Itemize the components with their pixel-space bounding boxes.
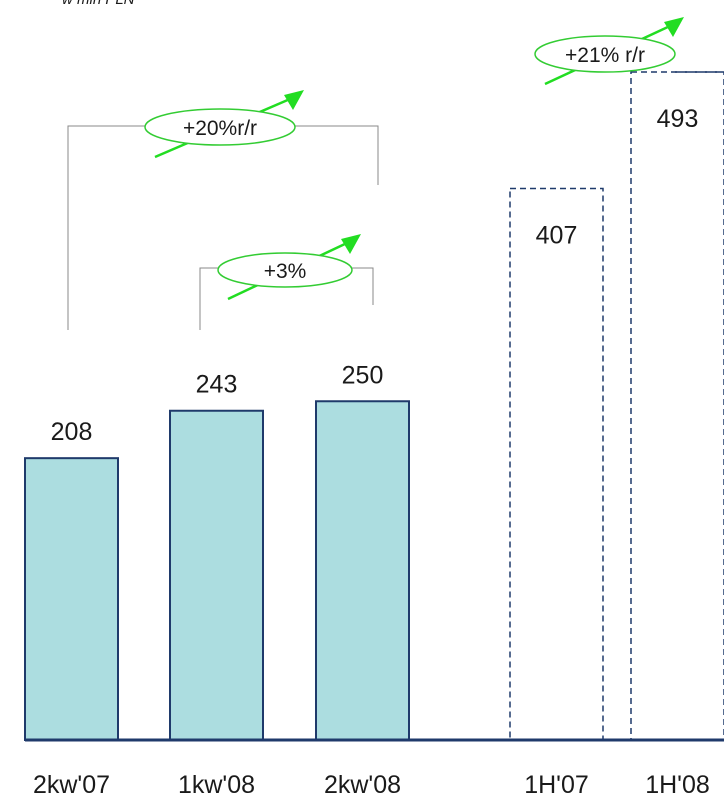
annotation-bubble [534, 35, 676, 73]
bar [315, 400, 410, 741]
arrow-head [664, 17, 684, 37]
annotation: +3% [264, 260, 307, 283]
bar [509, 187, 604, 741]
arrow-head [284, 90, 304, 110]
bar [630, 71, 724, 741]
arrow-head [341, 234, 361, 254]
bracket [199, 267, 374, 330]
value-label: 243 [196, 371, 238, 399]
annotation: +20%r/r [183, 117, 257, 140]
x-tick-label: 2kw'08 [324, 771, 401, 799]
bar [169, 409, 264, 741]
x-tick-label: 2kw'07 [33, 771, 110, 799]
bar [24, 457, 119, 741]
x-tick-label: 1kw'08 [178, 771, 255, 799]
annotation-bubble [217, 252, 353, 288]
annotation-bubble [144, 108, 296, 146]
x-tick-label: 1H'07 [524, 771, 589, 799]
value-label: 493 [657, 105, 699, 133]
annotation: +21% r/r [565, 44, 645, 67]
x-tick-label: 1H'08 [645, 771, 710, 799]
value-label: 250 [342, 361, 384, 389]
value-label: 407 [536, 222, 578, 250]
value-label: 208 [51, 418, 93, 446]
subtitle: w mln PLN [62, 0, 135, 8]
bracket [67, 125, 379, 330]
